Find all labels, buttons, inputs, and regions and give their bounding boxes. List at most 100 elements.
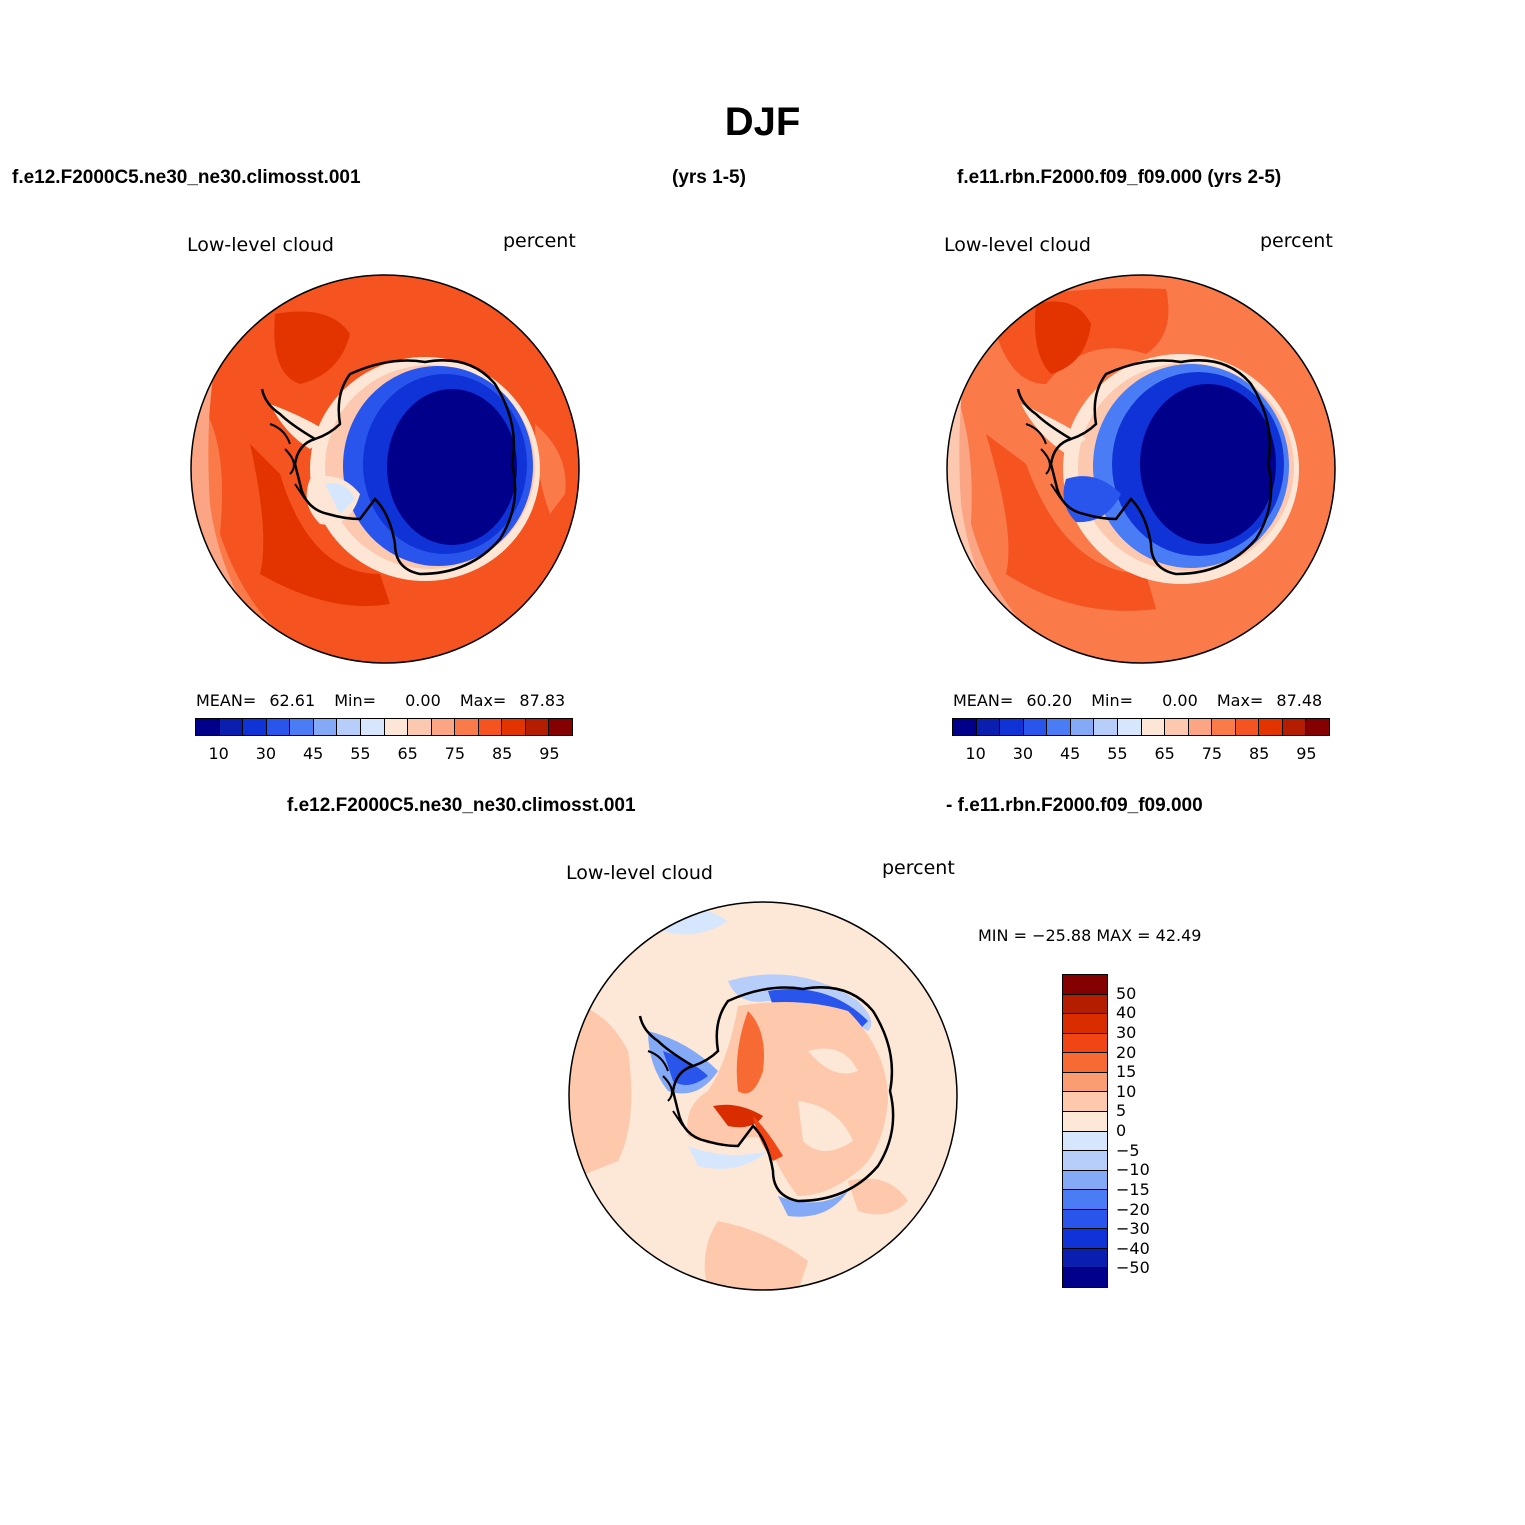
colorbar-swatch [1063, 1072, 1107, 1093]
colorbar-tick-label: 30 [1116, 1022, 1137, 1042]
panel1-map [190, 274, 580, 664]
colorbar-swatch [1094, 719, 1118, 735]
case1-label: f.e12.F2000C5.ne30_ne30.climosst.001 [12, 167, 361, 188]
colorbar-swatch [976, 719, 1001, 735]
colorbar-swatch [1070, 719, 1095, 735]
colorbar-tick-label: −20 [1116, 1199, 1150, 1219]
colorbar-tick-label: 10 [1116, 1081, 1137, 1101]
colorbar-swatch [1047, 719, 1071, 735]
diff-units: percent [882, 857, 955, 879]
diff-map [568, 901, 958, 1291]
diff-colorbar [1062, 974, 1108, 1288]
colorbar-tick-label: 55 [350, 744, 371, 763]
colorbar-swatch [1141, 719, 1166, 735]
colorbar-swatch [1063, 1229, 1107, 1249]
colorbar-tick-label: −10 [1116, 1160, 1150, 1180]
colorbar-swatch [1063, 1053, 1107, 1073]
colorbar-tick-label: 40 [1116, 1003, 1137, 1023]
diff-colorbar-ticks: 50 40 30 20 15 10 5 0 −5 −10 −15 −20 −30 −40 −50 [1116, 974, 1176, 1288]
page-title: DJF [724, 100, 801, 144]
colorbar-swatch [1063, 1131, 1107, 1152]
colorbar-tick-label: 75 [1201, 744, 1223, 763]
panel1-colorbar [195, 718, 573, 736]
panel2-map [946, 274, 1336, 664]
colorbar-swatch [337, 719, 361, 735]
panel1-max-label: Max= [459, 691, 507, 710]
colorbar-swatch [1063, 994, 1107, 1015]
panel1-units: percent [503, 230, 576, 252]
panel2-colorbar [952, 718, 1330, 736]
colorbar-swatch [1306, 719, 1329, 735]
colorbar-swatch [1063, 1190, 1107, 1210]
colorbar-swatch [1235, 719, 1260, 735]
colorbar-tick-label: 85 [1248, 744, 1270, 763]
colorbar-tick-label: 50 [1116, 983, 1137, 1003]
diff-variable: Low-level cloud [566, 862, 713, 884]
colorbar-swatch [1063, 1268, 1107, 1287]
colorbar-swatch [1023, 719, 1048, 735]
panel1-colorbar-ticks: 10 30 45 55 65 75 85 95 [195, 744, 573, 764]
colorbar-tick-label: −50 [1116, 1258, 1150, 1278]
colorbar-tick-label: −40 [1116, 1238, 1150, 1258]
colorbar-tick-label: 10 [965, 744, 986, 763]
colorbar-tick-label: 30 [1012, 744, 1034, 763]
colorbar-swatch [1117, 719, 1142, 735]
colorbar-swatch [408, 719, 432, 735]
colorbar-tick-label: −15 [1116, 1179, 1150, 1199]
colorbar-swatch [219, 719, 244, 735]
colorbar-tick-label: 95 [539, 744, 560, 763]
colorbar-swatch [1282, 719, 1307, 735]
colorbar-swatch [1259, 719, 1283, 735]
colorbar-swatch [1212, 719, 1236, 735]
colorbar-swatch [384, 719, 409, 735]
colorbar-swatch [266, 719, 291, 735]
panel2-mean: 60.20 [1026, 691, 1073, 710]
colorbar-swatch [1063, 1209, 1107, 1230]
colorbar-tick-label: 85 [491, 744, 513, 763]
colorbar-swatch [243, 719, 267, 735]
panel2-variable: Low-level cloud [944, 234, 1091, 256]
colorbar-tick-label: 45 [302, 744, 324, 763]
panel2-mean-label: MEAN= [953, 691, 1014, 710]
colorbar-swatch [1063, 1151, 1107, 1171]
colorbar-swatch [1000, 719, 1024, 735]
colorbar-swatch [1063, 1248, 1107, 1269]
colorbar-swatch [525, 719, 550, 735]
colorbar-tick-label: 10 [208, 744, 229, 763]
colorbar-tick-label: 65 [1154, 744, 1175, 763]
colorbar-swatch [1063, 1111, 1107, 1132]
panel1-mean-label: MEAN= [196, 691, 257, 710]
colorbar-swatch [1165, 719, 1189, 735]
panel2-max: 87.48 [1276, 691, 1323, 710]
panel1-stats: MEAN= 62.61 Min= 0.00 Max= 87.83 [196, 691, 565, 710]
diff-minmax: MIN = −25.88 MAX = 42.49 [978, 926, 1202, 945]
colorbar-swatch [549, 719, 572, 735]
colorbar-tick-label: 20 [1116, 1042, 1137, 1062]
panel2-units: percent [1260, 230, 1333, 252]
panel2-max-label: Max= [1216, 691, 1264, 710]
panel2-min: 0.00 [1162, 691, 1198, 710]
colorbar-swatch [1063, 1033, 1107, 1054]
colorbar-tick-label: 95 [1296, 744, 1317, 763]
colorbar-tick-label: 55 [1107, 744, 1128, 763]
colorbar-swatch [290, 719, 314, 735]
colorbar-tick-label: −5 [1116, 1140, 1140, 1160]
colorbar-swatch [1063, 1092, 1107, 1112]
colorbar-tick-label: 65 [397, 744, 418, 763]
years1-label: (yrs 1-5) [672, 167, 746, 188]
colorbar-swatch [1188, 719, 1213, 735]
colorbar-swatch [313, 719, 338, 735]
panel1-min: 0.00 [405, 691, 441, 710]
colorbar-swatch [1063, 975, 1107, 995]
case2-label: f.e11.rbn.F2000.f09_f09.000 (yrs 2-5) [957, 167, 1282, 188]
diff-left-label: f.e12.F2000C5.ne30_ne30.climosst.001 [287, 795, 636, 816]
panel1-min-label: Min= [334, 691, 377, 710]
colorbar-tick-label: 45 [1059, 744, 1081, 763]
colorbar-swatch [455, 719, 479, 735]
panel1-variable: Low-level cloud [187, 234, 334, 256]
colorbar-tick-label: −30 [1116, 1219, 1150, 1239]
panel2-colorbar-ticks: 10 30 45 55 65 75 85 95 [952, 744, 1330, 764]
colorbar-tick-label: 75 [444, 744, 466, 763]
colorbar-tick-label: 5 [1116, 1101, 1127, 1121]
colorbar-tick-label: 30 [255, 744, 277, 763]
